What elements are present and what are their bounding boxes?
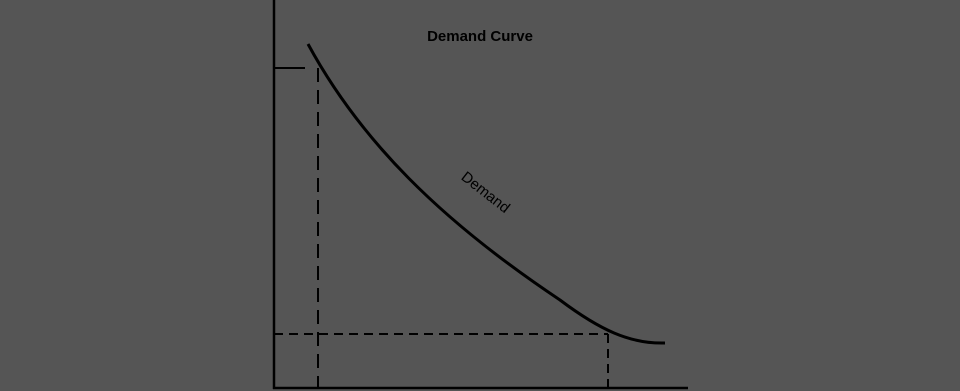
title: Demand Curve xyxy=(427,28,533,45)
demand-curve xyxy=(306,43,666,345)
